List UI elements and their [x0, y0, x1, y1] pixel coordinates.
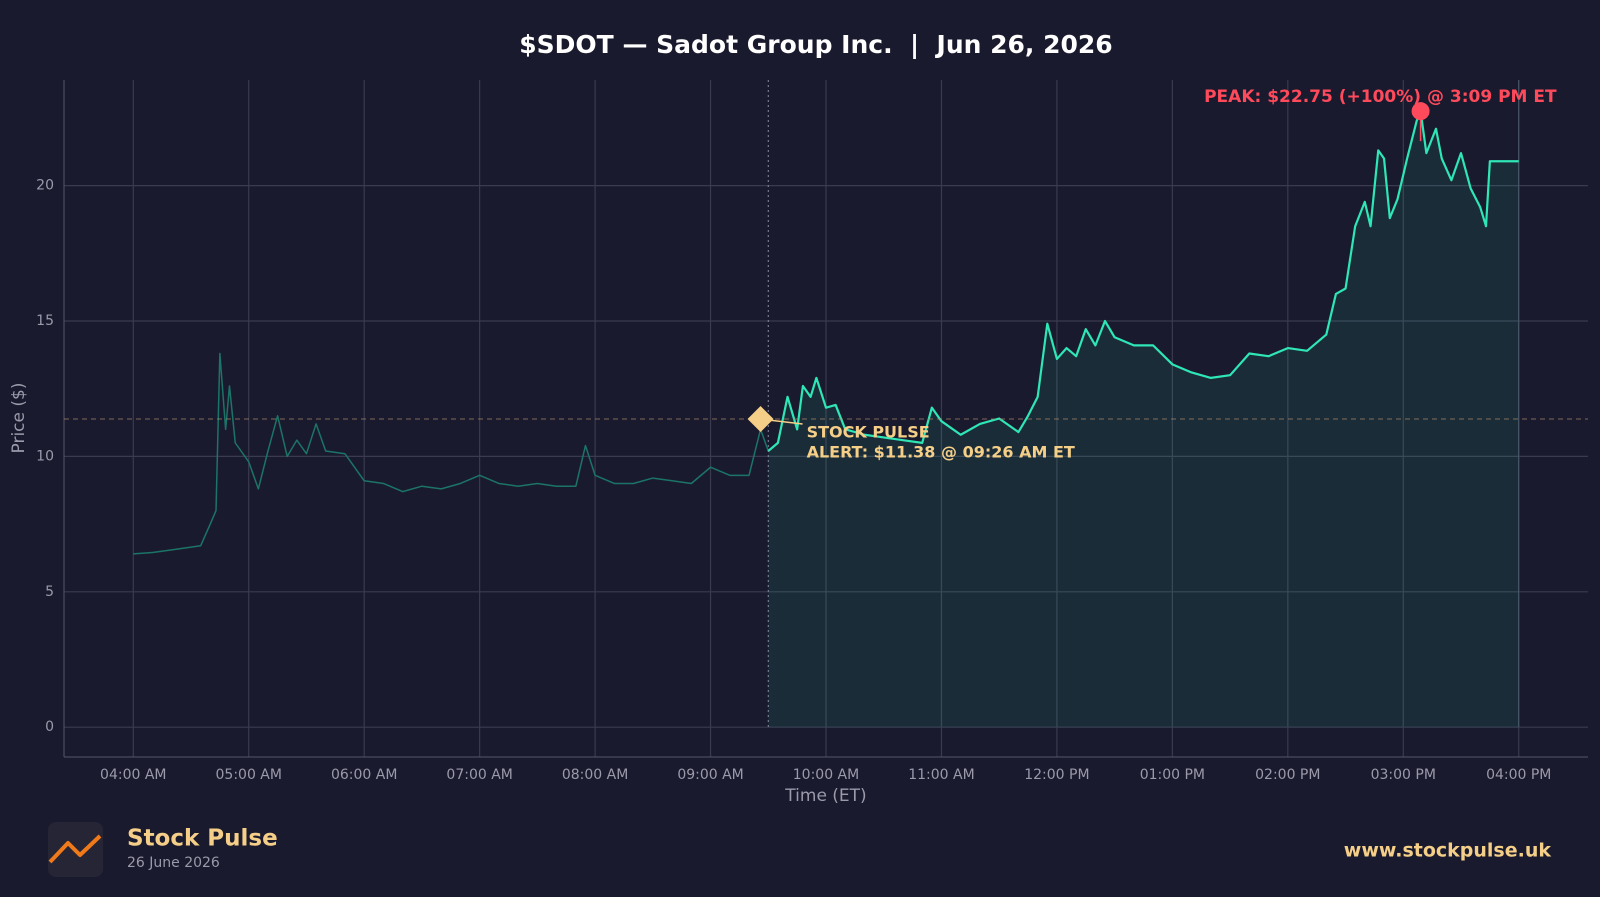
x-tick-label: 06:00 AM — [331, 767, 397, 783]
x-tick-label: 04:00 PM — [1486, 767, 1551, 783]
x-tick-label: 10:00 AM — [793, 767, 859, 783]
x-tick-label: 04:00 AM — [100, 767, 166, 783]
y-tick-label: 15 — [36, 313, 54, 329]
logo — [48, 822, 103, 877]
footer-date: 26 June 2026 — [127, 855, 220, 871]
y-tick-label: 5 — [45, 584, 54, 600]
x-tick-label: 02:00 PM — [1255, 767, 1320, 783]
alert-marker — [747, 406, 774, 433]
peak-label: PEAK: $22.75 (+100%) @ 3:09 PM ET — [1204, 87, 1557, 107]
x-tick-label: 07:00 AM — [446, 767, 512, 783]
y-tick-label: 0 — [45, 719, 54, 735]
url: www.stockpulse.uk — [1344, 840, 1552, 862]
x-axis-label: Time (ET) — [784, 786, 866, 806]
price-line — [133, 352, 769, 555]
x-tick-label: 11:00 AM — [908, 767, 974, 783]
x-tick-label: 12:00 PM — [1024, 767, 1089, 783]
alert-label: STOCK PULSE — [807, 423, 930, 442]
area — [768, 111, 1519, 728]
peak-marker — [1411, 102, 1430, 121]
x-tick-label: 01:00 PM — [1140, 767, 1205, 783]
x-tick-label: 08:00 AM — [562, 767, 628, 783]
alert-label: ALERT: $11.38 @ 09:26 AM ET — [807, 443, 1075, 462]
y-tick-label: 10 — [36, 448, 54, 464]
brand: Stock Pulse — [127, 826, 278, 852]
y-tick-label: 20 — [36, 178, 54, 194]
x-tick-label: 05:00 AM — [216, 767, 282, 783]
y-axis-label: Price ($) — [9, 383, 29, 454]
x-tick-label: 03:00 PM — [1371, 767, 1436, 783]
chart-title: $SDOT — Sadot Group Inc. | Jun 26, 2026 — [519, 30, 1112, 59]
x-tick-label: 09:00 AM — [677, 767, 743, 783]
